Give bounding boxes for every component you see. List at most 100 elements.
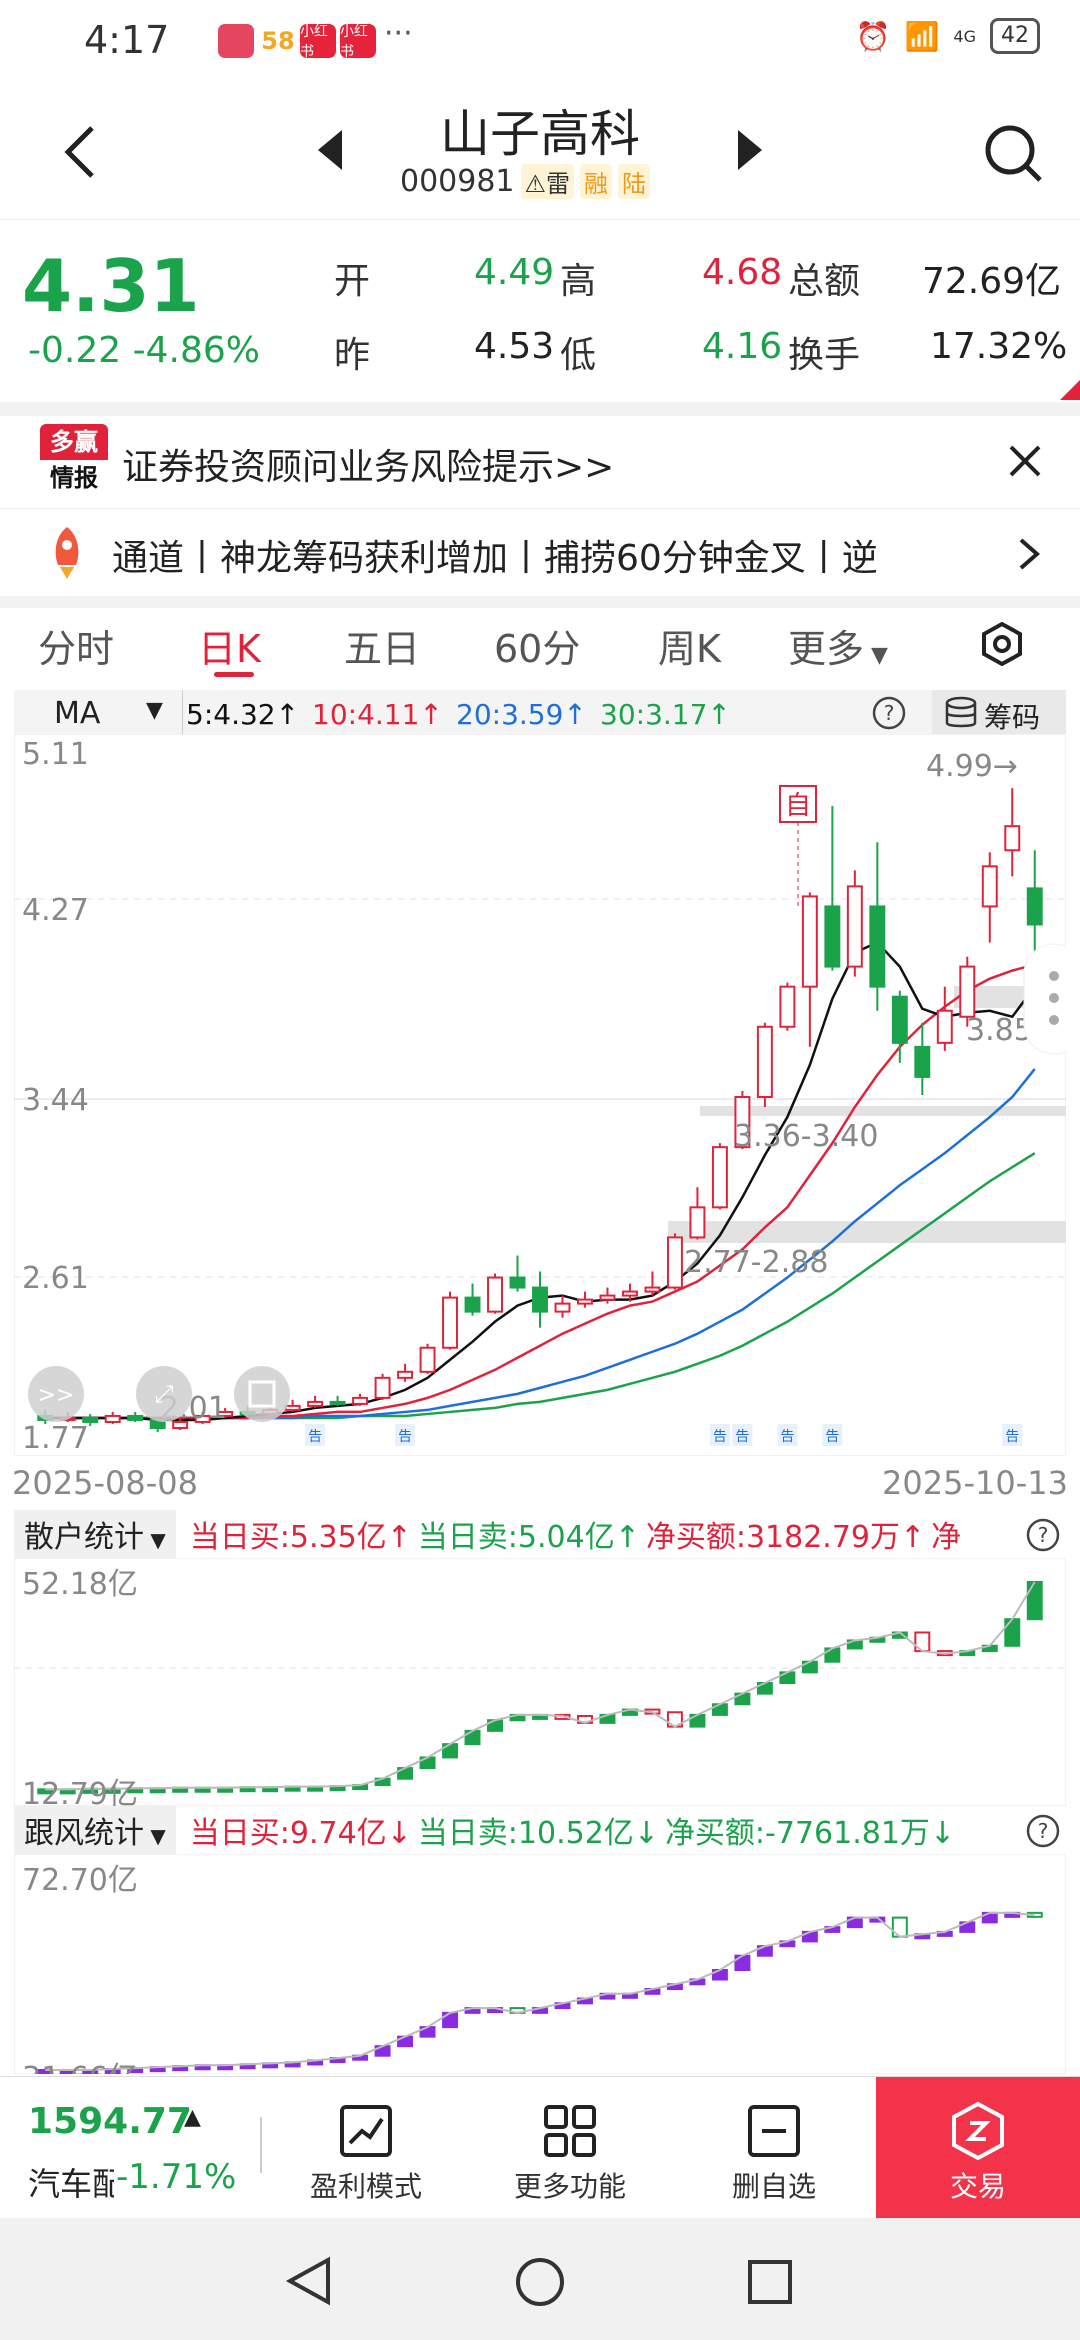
tab-more[interactable]: 更多 ▼ [788, 627, 888, 671]
chevron-right-icon[interactable] [1018, 537, 1040, 571]
candle [419, 1346, 436, 1373]
risk-notice-banner[interactable]: 多赢 情报 证券投资顾问业务风险提示>> [0, 416, 1080, 508]
tab-five-day[interactable]: 五日 [344, 627, 421, 671]
follow-stats-selector[interactable]: 跟风统计 ▼ [14, 1806, 176, 1854]
announcement-marker[interactable] [732, 1424, 753, 1446]
svg-text:?: ? [884, 701, 895, 725]
next-stock-icon[interactable] [736, 130, 762, 170]
search-icon[interactable] [982, 122, 1046, 186]
announcement-marker[interactable] [395, 1424, 416, 1446]
kline-svg[interactable]: 5.11 4.27 3.44 2.61 1.77 4.99→ 2.01 3.36… [13, 733, 1080, 1457]
floating-more-icon[interactable] [1023, 943, 1080, 1055]
prev-stock-icon[interactable] [318, 130, 344, 170]
candle [959, 965, 976, 1018]
risk-notice-text[interactable]: 证券投资顾问业务风险提示>> [122, 447, 615, 488]
remove-watchlist-button[interactable]: 删自选 [694, 2077, 854, 2219]
announcement-marker[interactable] [1002, 1424, 1023, 1446]
ma5-value: 5:4.32↑ [186, 698, 300, 731]
ma-dropdown-icon[interactable]: ▼ [146, 698, 163, 723]
chip-button[interactable]: 筹码 [932, 690, 1066, 734]
retail-sell: 当日卖:5.04亿↑ [417, 1520, 640, 1555]
system-nav-bar [0, 2218, 1080, 2340]
candle [352, 1396, 369, 1405]
divider [0, 402, 1080, 416]
announcement-marker[interactable] [305, 1424, 326, 1446]
candle [194, 1414, 211, 1423]
nav-back-icon[interactable] [284, 2256, 334, 2306]
tab-weekly-k[interactable]: 周K [658, 627, 721, 671]
nav-home-icon[interactable] [514, 2256, 566, 2308]
trade-button[interactable]: 交易 [876, 2077, 1080, 2219]
candle [104, 1414, 121, 1423]
candle [914, 1045, 931, 1078]
expand-icon-glyph: >> [38, 1383, 75, 1408]
date-axis: 2025-08-08 2025-10-13 [0, 1456, 1080, 1508]
ma-selector[interactable]: MA [54, 696, 101, 731]
current-price: 4.31 [22, 244, 200, 328]
follow-buy: 当日买:9.74亿↓ [189, 1816, 412, 1851]
candle [756, 1025, 773, 1098]
nav-recents-icon[interactable] [746, 2258, 794, 2306]
more-features-button[interactable]: 更多功能 [490, 2077, 650, 2219]
settings-icon[interactable] [980, 622, 1024, 666]
retail-y-top: 52.18亿 [22, 1567, 138, 1602]
index-arrow-icon: ▲ [184, 2105, 201, 2130]
announcement-marker[interactable] [777, 1424, 798, 1446]
svg-text:?: ? [1038, 1819, 1049, 1843]
open-value: 4.49 [474, 252, 555, 293]
retail-stats-selector[interactable]: 散户统计 ▼ [14, 1510, 176, 1558]
overlay-buttons[interactable]: >> ⤢ [28, 1366, 290, 1422]
wifi-icon: 📶 [904, 19, 940, 53]
floating-more-bg[interactable] [1023, 943, 1080, 1055]
chart-frame [13, 733, 1067, 1457]
announcement-markers[interactable]: 告告告告告告告 [305, 1424, 1023, 1446]
announcement-marker-text: 告 [825, 1429, 839, 1445]
follow-stats-svg[interactable]: 72.70亿 31.66亿 [14, 1854, 1066, 2074]
announcement-marker[interactable] [822, 1424, 843, 1446]
candle [621, 1290, 638, 1297]
tab-daily-k[interactable]: 日K [198, 627, 261, 671]
signal-ticker-text: 通道丨神龙筹码获利增加丨捕捞60分钟金叉丨逆 [112, 538, 878, 579]
back-icon[interactable] [60, 124, 100, 180]
end-date: 2025-10-13 [882, 1464, 1068, 1502]
fullscreen-icon[interactable] [136, 1366, 192, 1422]
self-select-marker[interactable] [779, 785, 817, 823]
turnover-label: 换手 [788, 335, 861, 376]
follow-boxes [37, 1911, 1043, 2074]
close-icon[interactable] [1008, 444, 1042, 478]
announcement-marker-text: 告 [308, 1429, 322, 1445]
announcement-marker-text: 告 [780, 1429, 794, 1445]
high-label: 高 [560, 261, 597, 302]
tab-intraday[interactable]: 分时 [38, 627, 115, 671]
kline-chart[interactable]: 5.11 4.27 3.44 2.61 1.77 4.99→ 2.01 3.36… [13, 733, 1080, 1457]
stat-line [45, 1581, 1036, 1791]
help-icon[interactable]: ? [1026, 1518, 1060, 1552]
retail-boxes [37, 1580, 1043, 1795]
prev-close-label: 昨 [334, 335, 371, 376]
follow-stats-header: 跟风统计 ▼ 当日买:9.74亿↓ 当日卖:10.52亿↓ 净买额:-7761.… [14, 1806, 1066, 1854]
dot [1049, 1015, 1059, 1025]
chart-trend-icon [340, 2105, 392, 2157]
tab-60min[interactable]: 60分 [494, 627, 581, 671]
calendar-icon[interactable] [234, 1366, 290, 1422]
signal-ticker[interactable]: 通道丨神龙筹码获利增加丨捕捞60分钟金叉丨逆 [0, 508, 1080, 596]
help-icon[interactable]: ? [872, 696, 906, 730]
margin-tag[interactable]: 融 [580, 164, 613, 199]
open-label: 开 [334, 261, 371, 302]
self-select-marker-text: 自 [785, 791, 811, 821]
panel-frame [14, 1558, 1066, 1806]
thunder-tag[interactable]: ⚠雷 [520, 164, 575, 199]
profit-mode-button[interactable]: 盈利模式 [286, 2077, 446, 2219]
announcement-marker[interactable] [709, 1424, 730, 1446]
candle [846, 885, 863, 968]
sector-index[interactable]: 1594.77 ▲ 汽车配 -1.71% [0, 2077, 260, 2219]
help-icon[interactable]: ? [1026, 1814, 1060, 1848]
candle [779, 985, 796, 1028]
expand-icon[interactable] [28, 1366, 84, 1422]
announcement-marker-text: 告 [1005, 1429, 1019, 1445]
profit-mode-label: 盈利模式 [309, 2170, 422, 2203]
trade-label: 交易 [949, 2170, 1006, 2203]
hk-connect-tag[interactable]: 陆 [618, 164, 651, 199]
trade-hexagon-icon [952, 2101, 1004, 2161]
retail-stats-svg[interactable]: 52.18亿 12.79亿 [14, 1558, 1066, 1806]
